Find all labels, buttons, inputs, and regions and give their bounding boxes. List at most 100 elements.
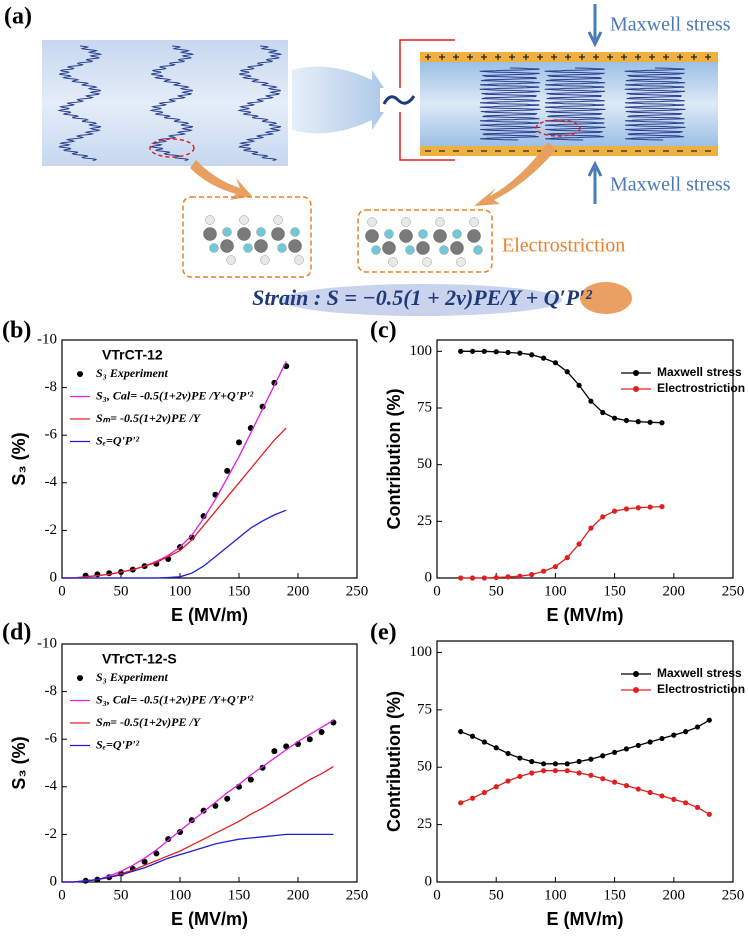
y-tick-label: -4: [45, 474, 58, 490]
data-point: [588, 525, 594, 531]
plot-frame: [436, 640, 734, 883]
panel-label: (d): [2, 620, 31, 646]
series-line: [62, 833, 334, 883]
atom: [237, 227, 251, 241]
y-tick-label: -6: [45, 731, 58, 747]
panel-label: (a): [4, 4, 32, 30]
data-point: [612, 508, 618, 514]
atom: [435, 217, 445, 227]
x-tick-label: 100: [544, 583, 567, 599]
x-tick-label: 0: [58, 583, 66, 599]
data-point: [540, 761, 547, 767]
data-point: [540, 568, 547, 574]
x-axis-title: E (MV/m): [546, 605, 623, 625]
y-tick-label: -2: [45, 522, 58, 538]
data-point: [635, 419, 641, 425]
atom: [243, 243, 253, 253]
y-tick-label: -10: [37, 331, 57, 347]
plus-sign: [677, 54, 683, 60]
x-tick-label: 50: [489, 887, 504, 903]
atom: [439, 245, 449, 255]
data-point: [505, 750, 511, 757]
electrostriction-label: Electrostriction: [502, 235, 625, 257]
data-point: [647, 504, 653, 510]
chain: [479, 67, 541, 141]
y-tick-label: -8: [45, 683, 58, 699]
y-tick-label: -4: [45, 778, 58, 794]
x-tick-label: 200: [287, 583, 310, 599]
data-point: [271, 748, 278, 755]
data-point: [564, 768, 570, 774]
data-point: [623, 417, 630, 424]
atom: [273, 215, 283, 225]
atom: [382, 241, 396, 255]
y-tick-label: -8: [45, 379, 58, 395]
data-point: [517, 573, 523, 579]
data-point: [481, 789, 487, 796]
plus-sign: [593, 54, 599, 60]
plus-sign: [453, 54, 459, 60]
y-tick-label: 75: [417, 701, 432, 717]
series-line: [62, 719, 334, 883]
y-tick-label: 50: [417, 456, 432, 472]
data-point: [458, 348, 464, 354]
y-tick-label: 75: [417, 399, 432, 415]
plus-sign: [621, 54, 627, 60]
atom: [271, 227, 285, 241]
chart: 0 50 100 150 200 250 0 25 50 75 100 (c) E (MV/m) Cont…: [370, 318, 745, 625]
legend-swatch: [633, 370, 639, 376]
molecule-box: [357, 209, 493, 273]
data-point: [600, 409, 606, 416]
atom: [205, 215, 215, 225]
atom: [416, 241, 430, 255]
data-point: [493, 784, 499, 790]
legend-label: Sₑ=Q'P'²: [96, 433, 139, 447]
data-point: [564, 369, 570, 375]
highlight: [149, 138, 195, 158]
atom: [256, 227, 266, 237]
data-point: [635, 786, 641, 792]
atom: [294, 255, 304, 265]
y-tick-label: 0: [50, 873, 58, 889]
x-tick-label: 0: [433, 887, 441, 903]
data-point: [458, 575, 464, 581]
atom: [222, 227, 232, 237]
atom: [260, 255, 270, 265]
data-point: [564, 761, 570, 767]
atom: [467, 229, 481, 243]
x-tick-label: 200: [663, 887, 686, 903]
data-point: [529, 770, 535, 776]
legend-label: S₃ Experiment: [96, 670, 169, 684]
data-point: [659, 735, 665, 742]
data-point: [623, 783, 630, 789]
atom: [371, 245, 381, 255]
data-point: [540, 355, 547, 361]
x-tick-label: 250: [722, 583, 745, 599]
data-point: [529, 758, 535, 765]
term-highlight: [282, 284, 562, 316]
data-point: [694, 724, 701, 730]
data-point: [683, 800, 689, 806]
legend-label: Electrostriction: [657, 381, 745, 395]
y-tick-label: 0: [425, 569, 433, 585]
plus-sign: [523, 54, 529, 60]
data-point: [517, 773, 523, 780]
plus-sign: [705, 54, 711, 60]
data-point: [458, 800, 464, 806]
series-line: [460, 505, 663, 579]
stress-label: Maxwell stress: [610, 174, 731, 196]
arrow: [474, 142, 556, 206]
data-point: [505, 349, 511, 356]
chains: [479, 67, 686, 141]
y-axis-title: Contribution (%): [384, 389, 404, 530]
molecules: [203, 215, 483, 267]
y-tick-label: 25: [417, 513, 432, 529]
atom: [288, 239, 302, 253]
data-point: [469, 348, 476, 354]
atom: [254, 239, 268, 253]
data-point: [94, 571, 101, 578]
x-tick-label: 250: [346, 887, 369, 903]
data-point: [493, 349, 499, 355]
atom: [290, 227, 300, 237]
x-tick-label: 250: [346, 583, 369, 599]
